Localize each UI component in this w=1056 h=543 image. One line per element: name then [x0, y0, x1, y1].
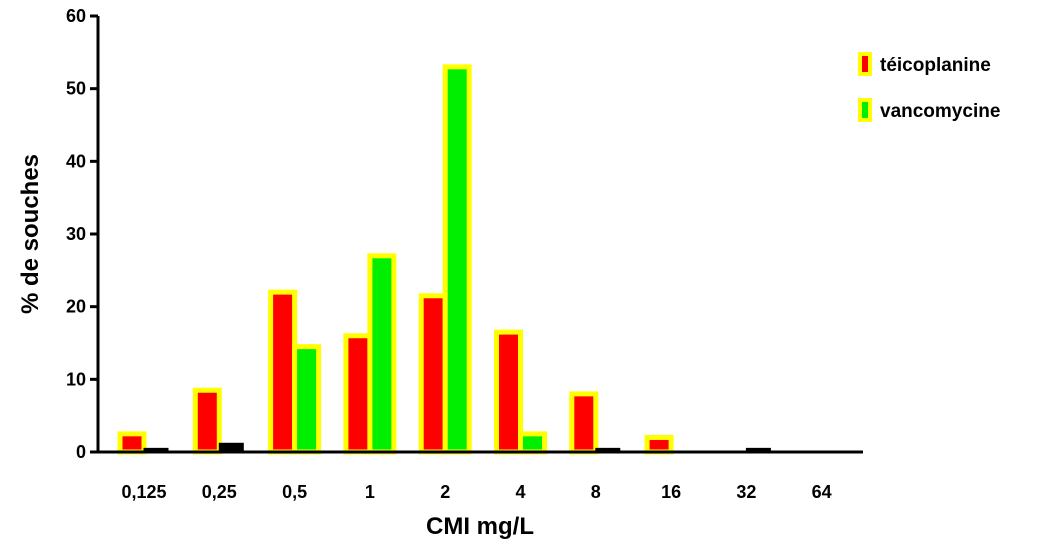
y-axis-title: % de souches: [17, 154, 44, 314]
y-tick-label: 30: [66, 224, 86, 244]
x-tick-label: 0,25: [202, 482, 237, 502]
bar-teicoplanine: [572, 394, 596, 452]
x-ticks: 0,125 0,25 0,5 1 2 4 8 16 32 64: [121, 482, 831, 502]
y-tick-label: 40: [66, 151, 86, 171]
x-tick-label: 64: [812, 482, 832, 502]
x-tick-label: 32: [736, 482, 756, 502]
x-tick-label: 2: [440, 482, 450, 502]
y-tick-label: 0: [76, 442, 86, 462]
bar-teicoplanine: [497, 332, 521, 452]
x-tick-label: 1: [365, 482, 375, 502]
bar-vancomycine: [370, 256, 394, 452]
bar-teicoplanine: [195, 390, 219, 452]
bar-teicoplanine: [647, 437, 671, 452]
bar-vancomycine: [295, 347, 319, 452]
bar-vancomycine: [521, 434, 545, 452]
x-axis-title: CMI mg/L: [426, 513, 534, 540]
legend-label: téicoplanine: [880, 55, 991, 76]
bar-teicoplanine: [421, 296, 445, 452]
legend-swatch: [860, 100, 870, 120]
y-tick-label: 50: [66, 79, 86, 99]
x-tick-label: 0,5: [282, 482, 307, 502]
y-tick-label: 60: [66, 6, 86, 26]
x-tick-label: 8: [591, 482, 601, 502]
y-tick-label: 10: [66, 369, 86, 389]
x-tick-label: 16: [661, 482, 681, 502]
bar-teicoplanine: [346, 336, 370, 452]
y-tick-label: 20: [66, 297, 86, 317]
x-tick-label: 0,125: [121, 482, 166, 502]
bar-vancomycine: [445, 67, 469, 452]
bars-layer: [120, 67, 770, 452]
legend-swatch: [860, 54, 870, 74]
bar-teicoplanine: [120, 434, 144, 452]
bar-teicoplanine: [271, 292, 295, 452]
legend-label: vancomycine: [880, 101, 1000, 122]
y-ticks: 0 10 20 30 40 50 60: [66, 6, 98, 462]
x-tick-label: 4: [515, 482, 525, 502]
legend: téicoplanine vancomycine: [860, 54, 1000, 122]
